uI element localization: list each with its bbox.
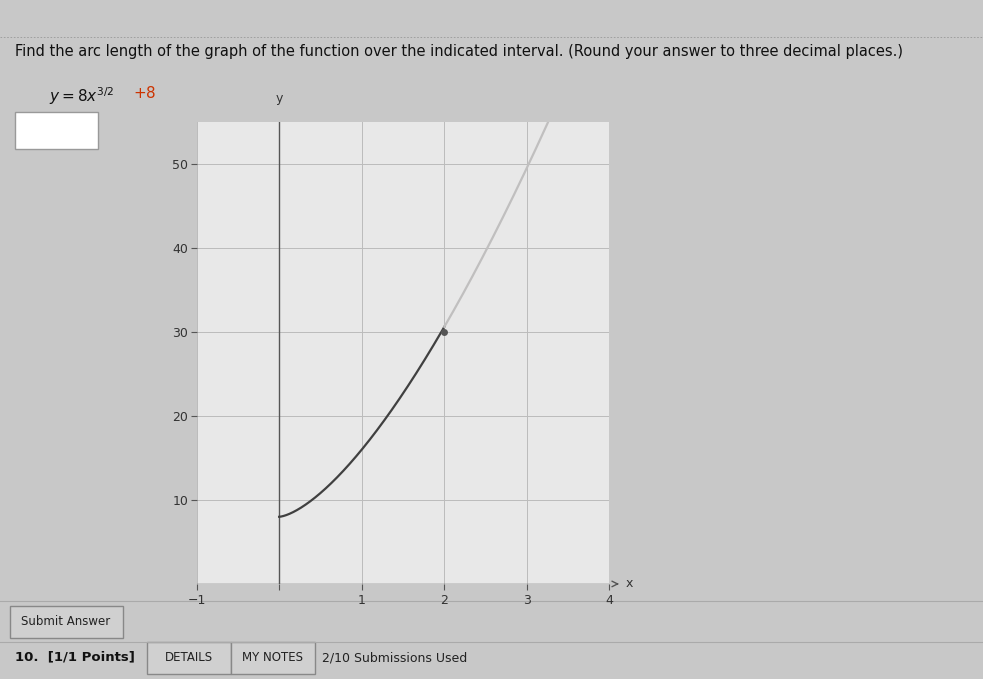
Text: $+ 8$: $+ 8$ <box>133 85 156 101</box>
Text: 2/10 Submissions Used: 2/10 Submissions Used <box>322 651 468 665</box>
Text: x: x <box>626 577 633 591</box>
FancyBboxPatch shape <box>15 112 98 149</box>
Text: Submit Answer: Submit Answer <box>22 615 110 629</box>
Text: $y = 8x^{3/2}$: $y = 8x^{3/2}$ <box>49 85 114 107</box>
Text: Find the arc length of the graph of the function over the indicated interval. (R: Find the arc length of the graph of the … <box>15 44 902 59</box>
Text: MY NOTES: MY NOTES <box>242 651 303 665</box>
FancyBboxPatch shape <box>147 642 231 674</box>
FancyBboxPatch shape <box>231 642 315 674</box>
FancyBboxPatch shape <box>10 606 123 638</box>
Text: DETAILS: DETAILS <box>165 651 212 665</box>
Text: y: y <box>275 92 283 105</box>
Text: 10.  [1/1 Points]: 10. [1/1 Points] <box>15 650 135 663</box>
